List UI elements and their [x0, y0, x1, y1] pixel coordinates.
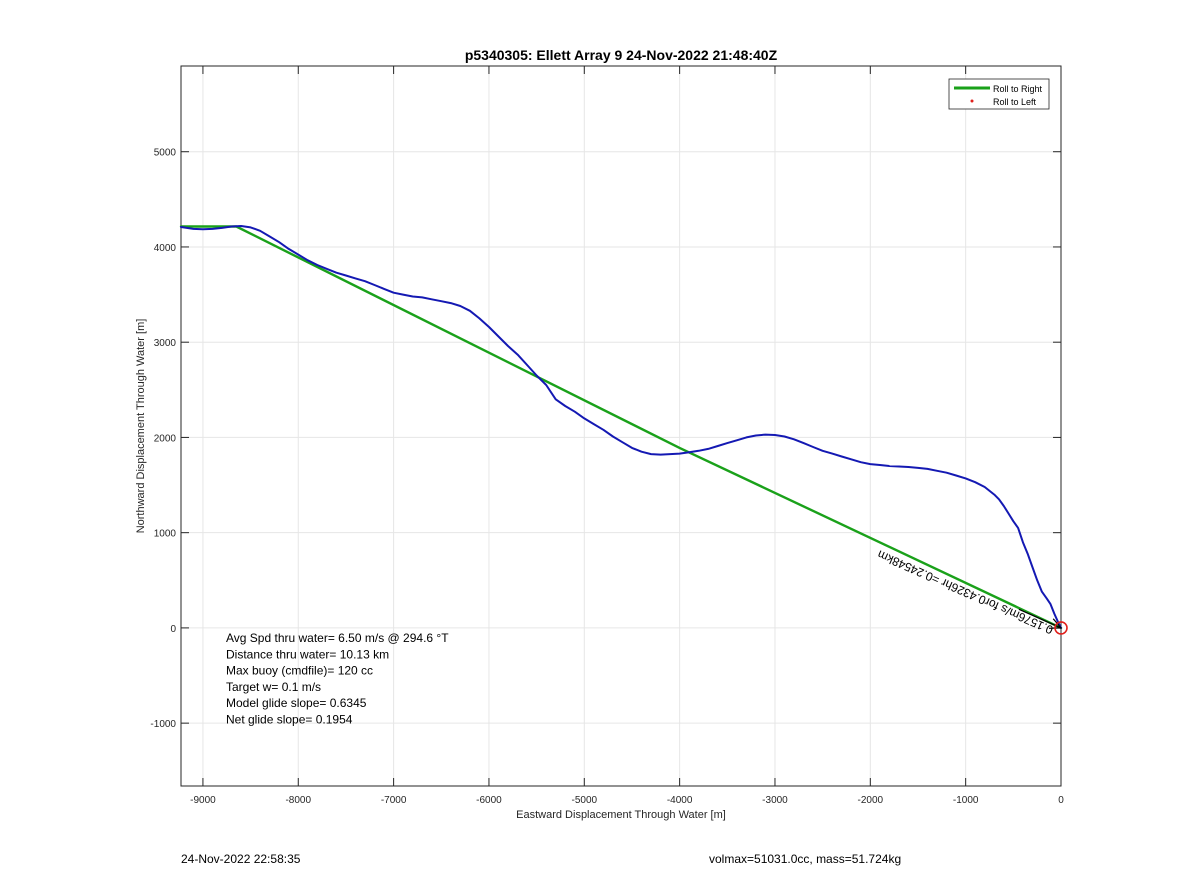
current-vector-head — [1048, 618, 1063, 629]
end-marker-circle — [1054, 621, 1068, 635]
plot-area — [180, 65, 1062, 787]
y-tick-label: 2000 — [154, 433, 177, 444]
legend-swatch-roll-left — [970, 99, 974, 103]
legend: Roll to Right Roll to Left — [948, 78, 1050, 110]
current-vector — [1018, 608, 1063, 629]
y-axis-label: Northward Displacement Through Water [m] — [135, 319, 147, 534]
x-tick-label: -4000 — [667, 795, 693, 806]
y-tick-label: 1000 — [154, 529, 177, 540]
x-tick-label: -7000 — [381, 795, 407, 806]
footer-info: volmax=51031.0cc, mass=51.724kg — [709, 852, 902, 866]
x-tick-label: -2000 — [858, 795, 884, 806]
annotation-line: Target w= 0.1 m/s — [226, 680, 321, 694]
y-tick-label: 4000 — [154, 243, 177, 254]
x-tick-label: -5000 — [572, 795, 598, 806]
chart-title: p5340305: Ellett Array 9 24-Nov-2022 21:… — [465, 47, 778, 63]
x-tick-label: -1000 — [953, 795, 979, 806]
grid-lines — [181, 66, 1062, 786]
x-tick-label: -3000 — [762, 795, 788, 806]
current-vector-shaft — [1018, 608, 1062, 629]
series-layer — [179, 225, 1063, 630]
y-tick-label: 5000 — [154, 148, 177, 159]
series-track-line — [180, 225, 1062, 629]
legend-box — [948, 78, 1050, 110]
stats-annotations: Avg Spd thru water= 6.50 m/s @ 294.6 °T D… — [226, 631, 449, 727]
annotation-line: Distance thru water= 10.13 km — [226, 647, 389, 661]
axis-ticks — [181, 66, 1062, 786]
x-tick-label: -9000 — [190, 795, 216, 806]
legend-label-roll-right: Roll to Right — [993, 84, 1043, 94]
series-roll-to-right-line — [179, 225, 1063, 630]
x-tick-label: -6000 — [476, 795, 502, 806]
x-tick-label: -8000 — [285, 795, 311, 806]
x-tick-label: 0 — [1058, 795, 1064, 806]
y-tick-label: -1000 — [150, 719, 176, 730]
annotation-line: Max buoy (cmdfile)= 120 cc — [226, 664, 373, 678]
y-tick-label: 0 — [170, 624, 176, 635]
footer-timestamp: 24-Nov-2022 22:58:35 — [181, 852, 301, 866]
x-axis-label: Eastward Displacement Through Water [m] — [516, 809, 726, 821]
annotation-line: Model glide slope= 0.6345 — [226, 696, 367, 710]
legend-label-roll-left: Roll to Left — [993, 97, 1037, 107]
annotation-line: Net glide slope= 0.1954 — [226, 713, 353, 727]
y-tick-labels: -1000 0 1000 2000 3000 4000 5000 — [150, 148, 176, 730]
annotation-line: Avg Spd thru water= 6.50 m/s @ 294.6 °T — [226, 631, 449, 645]
y-tick-label: 3000 — [154, 338, 177, 349]
x-tick-labels: -9000 -8000 -7000 -6000 -5000 -4000 -3000 -2000… — [190, 795, 1064, 806]
